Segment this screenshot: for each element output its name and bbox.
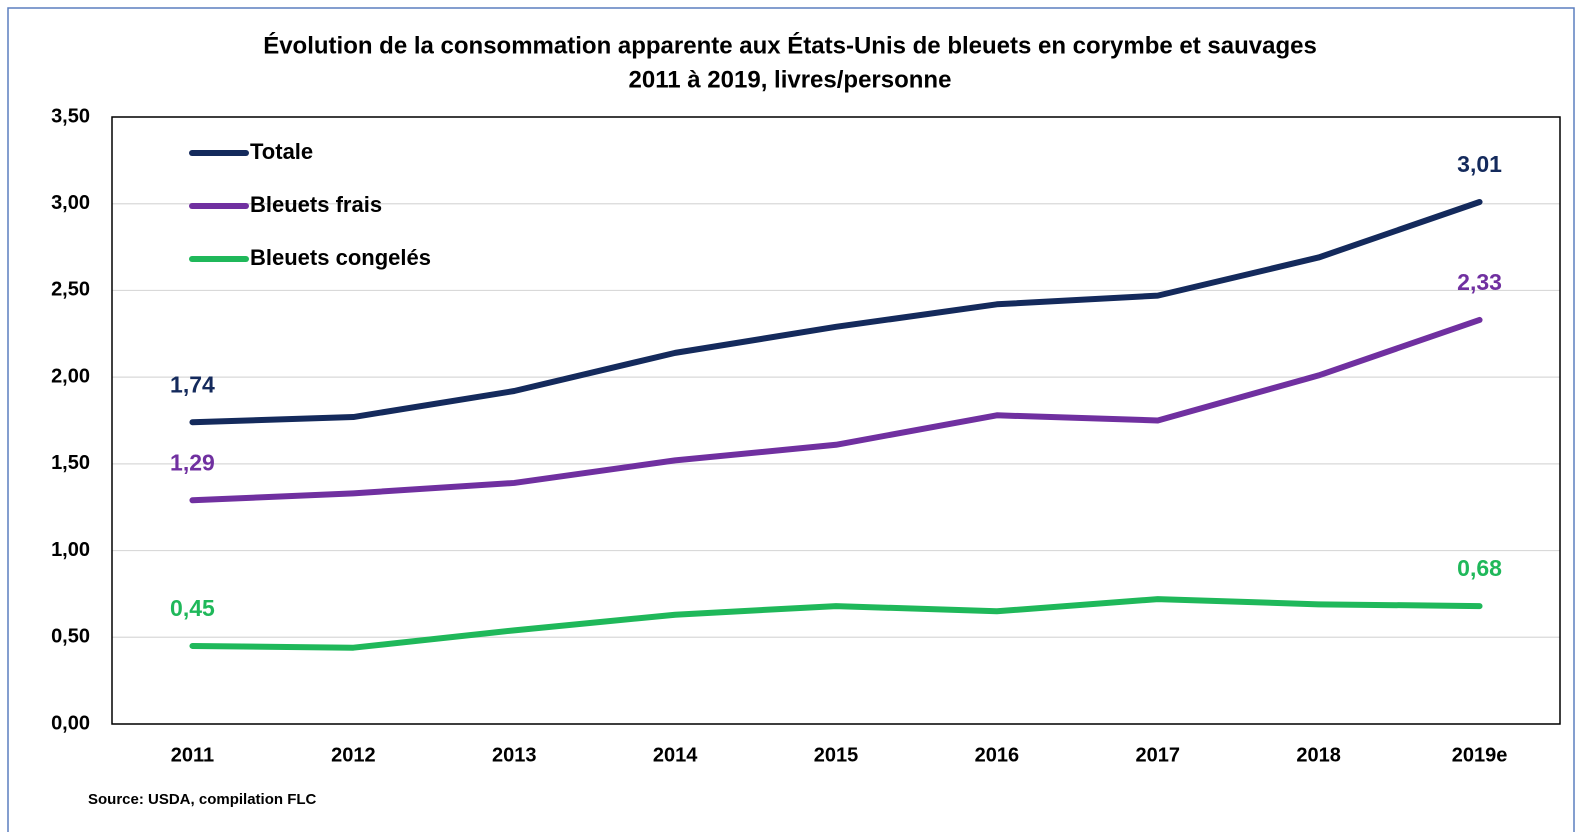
data-label: 3,01 [1457, 151, 1502, 177]
legend-label: Totale [250, 139, 313, 164]
data-label: 0,68 [1457, 555, 1502, 581]
y-tick-label: 2,50 [51, 279, 90, 301]
x-tick-label: 2015 [814, 744, 859, 766]
x-tick-label: 2018 [1296, 744, 1341, 766]
chart-title: Évolution de la consommation apparente a… [263, 31, 1317, 59]
series-line [189, 316, 1483, 504]
source: Source: USDA, compilation FLC [88, 791, 317, 808]
data-label: 2,33 [1457, 269, 1502, 295]
x-tick-label: 2016 [975, 744, 1020, 766]
x-tick-label: 2014 [653, 744, 698, 766]
y-tick-label: 0,00 [51, 712, 90, 734]
legend-label: Bleuets congelés [250, 245, 431, 270]
x-tick-label: 2012 [331, 744, 376, 766]
data-label: 0,45 [170, 595, 215, 621]
y-tick-label: 3,00 [51, 192, 90, 214]
series-line [189, 596, 1483, 651]
frame [7, 7, 1575, 837]
y-tick-label: 3,50 [51, 105, 90, 127]
chart-subtitle: 2011 à 2019, livres/personne [629, 66, 952, 93]
x-tick-label: 2019e [1452, 744, 1508, 766]
x-tick-label: 2013 [492, 744, 537, 766]
y-tick-label: 0,50 [51, 626, 90, 648]
x-tick-label: 2017 [1136, 744, 1181, 766]
y-tick-label: 1,50 [51, 452, 90, 474]
series-line [189, 198, 1483, 426]
data-label: 1,29 [170, 449, 215, 475]
x-tick-label: 2011 [171, 744, 214, 766]
y-tick-label: 2,00 [51, 365, 90, 387]
data-label: 1,74 [170, 371, 215, 397]
legend-label: Bleuets frais [250, 192, 382, 217]
plot-border [111, 116, 1561, 725]
y-tick-label: 1,00 [51, 539, 90, 561]
